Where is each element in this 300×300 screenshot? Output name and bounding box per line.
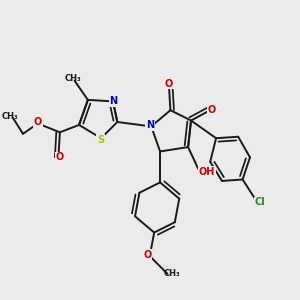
Text: O: O — [165, 79, 173, 89]
Text: OH: OH — [199, 167, 215, 177]
Text: O: O — [208, 105, 216, 115]
Text: S: S — [97, 135, 104, 145]
Text: CH₃: CH₃ — [2, 112, 19, 121]
Text: N: N — [146, 120, 154, 130]
Text: N: N — [110, 96, 118, 106]
Text: CH₃: CH₃ — [164, 269, 180, 278]
Text: Cl: Cl — [255, 197, 266, 208]
Text: CH₃: CH₃ — [65, 74, 81, 83]
Text: O: O — [56, 152, 64, 162]
Text: O: O — [143, 250, 152, 260]
Text: O: O — [34, 117, 42, 127]
